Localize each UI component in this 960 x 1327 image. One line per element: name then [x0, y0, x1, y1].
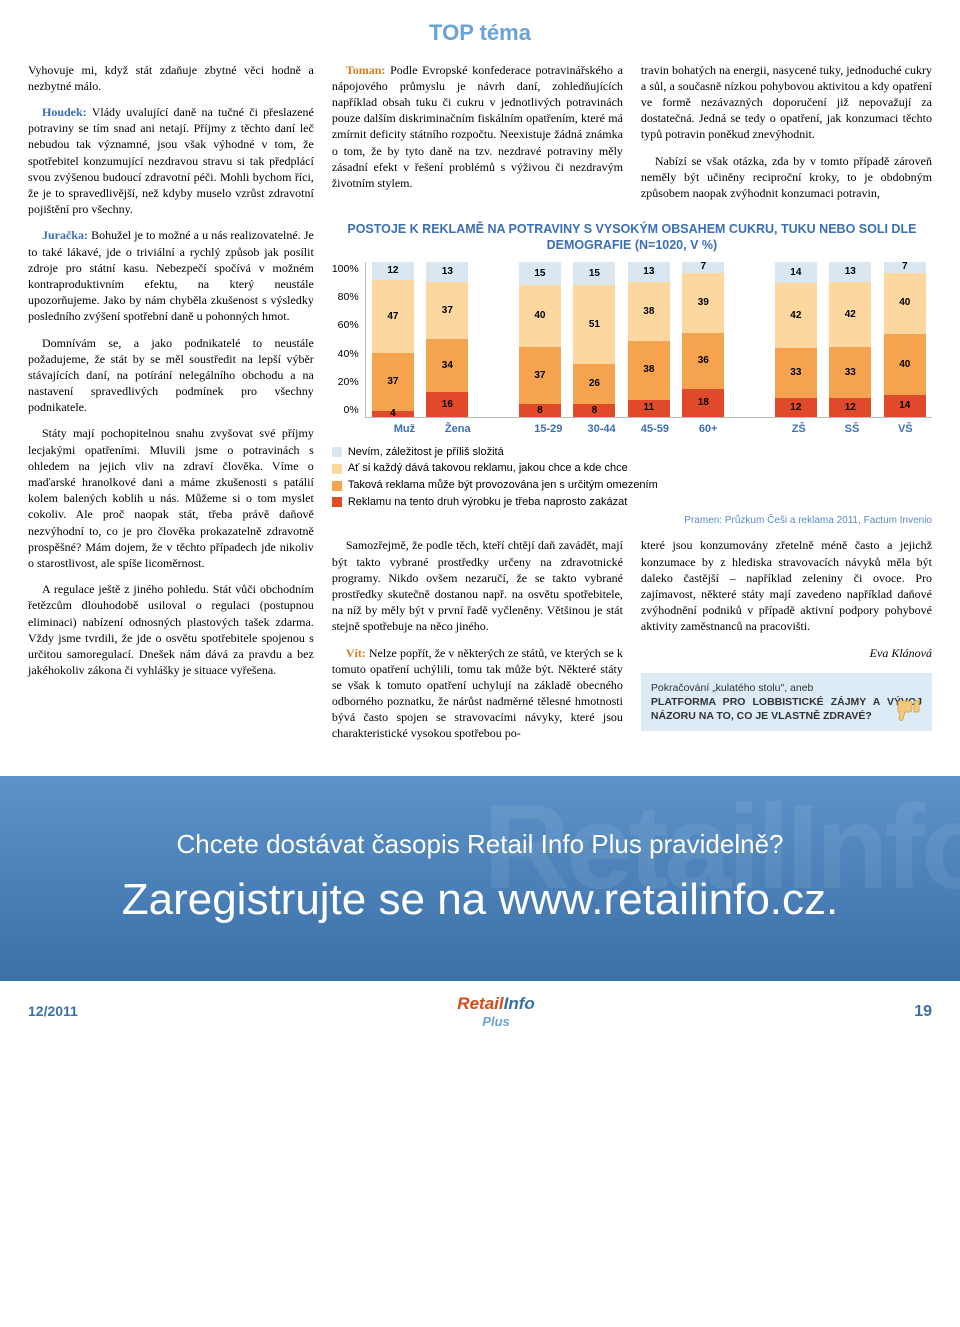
legend-label: Taková reklama může být provozována jen …: [348, 478, 658, 493]
chart-segment: 36: [682, 333, 724, 389]
chart-segment: 26: [573, 364, 615, 404]
para: travin bohatých na energii, nasycené tuk…: [641, 62, 932, 143]
chart-segment: 8: [519, 404, 561, 416]
chart-segment: 37: [519, 347, 561, 404]
continuation-callout: Pokračování „kulatého stolu", aneb PLATF…: [641, 673, 932, 732]
chart-segment: 40: [884, 334, 926, 395]
footer-brand: RetailInfo Plus: [78, 993, 914, 1030]
para: Domnívám se, a jako podnikatelé to neust…: [28, 335, 314, 416]
chart-segment: 18: [682, 389, 724, 417]
para: Samozřejmě, že podle těch, kteří chtějí …: [332, 537, 623, 634]
chart-segment: 33: [775, 348, 817, 399]
legend-swatch: [332, 497, 342, 507]
para: které jsou konzumovány zřetelně méně čas…: [641, 537, 932, 634]
chart-segment: 14: [884, 395, 926, 416]
legend-label: Reklamu na tento druh výrobku je třeba n…: [348, 495, 627, 510]
para: Vyhovuje mi, když stát zdaňuje zbytné vě…: [28, 62, 314, 94]
chart-segment: 37: [426, 282, 468, 339]
chart-segment: 14: [775, 262, 817, 283]
chart-segment: 11: [628, 400, 670, 417]
para: Toman: Podle Evropské konfederace potrav…: [332, 62, 623, 192]
chart-segment: 13: [829, 262, 871, 282]
para-text: Vlády uvalující daně na tučné či přeslaz…: [28, 105, 314, 216]
para: Státy mají pochopitelnou snahu zvyšovat …: [28, 425, 314, 571]
chart-segment: 15: [573, 262, 615, 285]
legend-swatch: [332, 447, 342, 457]
chart-segment: 42: [829, 282, 871, 347]
chart-segment: 8: [573, 404, 615, 416]
chart-segment: 7: [682, 262, 724, 273]
chart-segment: 4: [372, 411, 414, 417]
footer-issue: 12/2011: [28, 1002, 78, 1021]
column-right-top: travin bohatých na energii, nasycené tuk…: [641, 62, 932, 212]
para-text: Nelze popřít, že v některých ze států, v…: [332, 646, 623, 741]
column-middle-top: Toman: Podle Evropské konfederace potrav…: [332, 62, 623, 212]
chart-segment: 47: [372, 280, 414, 353]
para-text: Podle Evropské konfederace potravinářské…: [332, 63, 623, 190]
chart-segment: 51: [573, 285, 615, 364]
chart-segment: 39: [682, 273, 724, 333]
para: Juračka: Bohužel je to možné a u nás rea…: [28, 227, 314, 324]
chart-segment: 16: [426, 392, 468, 417]
speaker-houdek: Houdek:: [42, 105, 87, 119]
chart-segment: 38: [628, 341, 670, 400]
column-right-bottom: které jsou konzumovány zřetelně méně čas…: [641, 537, 932, 751]
chart-legend: Nevím, záležitost je příliš složitáAť si…: [332, 445, 932, 510]
column-middle-bottom: Samozřejmě, že podle těch, kteří chtějí …: [332, 537, 623, 751]
legend-label: Nevím, záležitost je příliš složitá: [348, 445, 504, 460]
para: Nabízí se však otázka, zda by v tomto př…: [641, 153, 932, 202]
speaker-vit: Vít:: [346, 646, 366, 660]
chart-segment: 33: [829, 347, 871, 398]
footer-page-number: 19: [914, 1001, 932, 1023]
chart-x-axis: MužŽena15-2930-4445-5960+ZŠSŠVŠ: [378, 422, 932, 437]
para: A regulace ještě z jiného pohledu. Stát …: [28, 581, 314, 678]
chart-segment: 12: [775, 398, 817, 416]
column-left: Vyhovuje mi, když stát zdaňuje zbytné vě…: [28, 62, 314, 752]
chart-segment: 15: [519, 262, 561, 285]
speaker-toman: Toman:: [346, 63, 386, 77]
chart-container: POSTOJE K REKLAMĚ NA POTRAVINY S VYSOKÝM…: [332, 221, 932, 527]
ad-watermark: RetailInfo: [483, 776, 960, 928]
chart-segment: 13: [426, 262, 468, 282]
thumbs-down-icon: [894, 699, 922, 725]
chart-segment: 12: [372, 262, 414, 281]
chart-segment: 38: [628, 282, 670, 341]
chart-plot-area: 1247374133734161540378155126813383811739…: [365, 262, 932, 418]
para: Vít: Nelze popřít, že v některých ze stá…: [332, 645, 623, 742]
chart-segment: 12: [829, 398, 871, 417]
chart-segment: 42: [775, 283, 817, 347]
chart-title: POSTOJE K REKLAMĚ NA POTRAVINY S VYSOKÝM…: [332, 221, 932, 254]
legend-swatch: [332, 481, 342, 491]
chart-segment: 13: [628, 262, 670, 282]
chart-segment: 7: [884, 262, 926, 273]
chart-segment: 40: [519, 285, 561, 347]
chart-segment: 40: [884, 273, 926, 334]
chart-source: Pramen: Průzkum Češi a reklama 2011, Fac…: [332, 514, 932, 528]
chart-segment: 37: [372, 353, 414, 410]
legend-label: Ať si každý dává takovou reklamu, jakou …: [348, 461, 628, 476]
section-header: TOP téma: [28, 18, 932, 48]
chart-segment: 34: [426, 339, 468, 392]
subscription-ad-banner[interactable]: RetailInfo Chcete dostávat časopis Retai…: [0, 776, 960, 981]
page-footer: 12/2011 RetailInfo Plus 19: [0, 981, 960, 1048]
legend-swatch: [332, 464, 342, 474]
chart-y-axis: 100%80%60%40%20%0%: [332, 262, 365, 418]
author-byline: Eva Klánová: [641, 645, 932, 661]
continuation-line2: PLATFORMA PRO LOBBISTICKÉ ZÁJMY A VÝVOJ …: [651, 696, 922, 722]
speaker-juracka: Juračka:: [42, 228, 88, 242]
para-text: Bohužel je to možné a u nás realizovatel…: [28, 228, 314, 323]
para: Houdek: Vlády uvalující daně na tučné či…: [28, 104, 314, 217]
continuation-line1: Pokračování „kulatého stolu", aneb: [651, 682, 814, 694]
